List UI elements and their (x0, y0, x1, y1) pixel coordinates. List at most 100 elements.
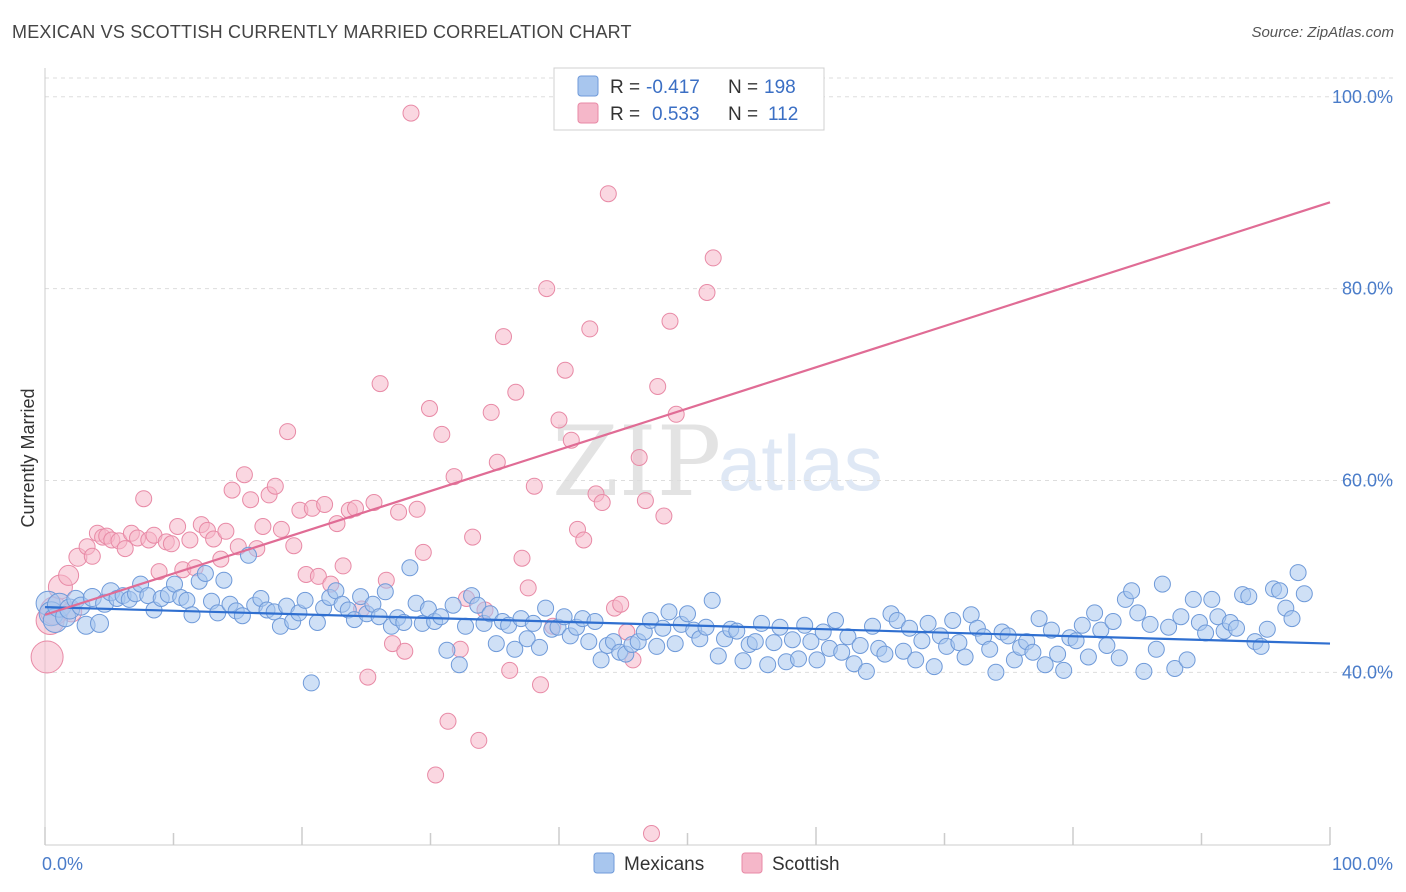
mexicans-point-157 (999, 627, 1017, 645)
scottish-point-102 (655, 507, 673, 525)
mexicans-point-27 (196, 565, 214, 582)
gridlines (45, 77, 1395, 673)
legend-pink-n-label: N = (728, 104, 758, 125)
chart-title: MEXICAN VS SCOTTISH CURRENTLY MARRIED CO… (12, 22, 632, 42)
scottish-point-63 (414, 543, 432, 561)
scottish-trend-line (44, 201, 1331, 616)
mexicans-trend-line (44, 606, 1331, 645)
mexicans-point-155 (987, 663, 1005, 681)
mexicans-point-71 (469, 596, 487, 614)
mexicans-point-203 (1283, 610, 1301, 628)
mexicans-point-161 (1024, 643, 1042, 661)
scottish-point-32 (223, 481, 241, 499)
mexicans-point-181 (1147, 640, 1165, 658)
mexicans-point-127 (814, 623, 832, 641)
scottish-point-110 (704, 249, 722, 267)
mexicans-point-142 (907, 651, 925, 669)
mexicans-point-82 (537, 599, 555, 617)
mexicans-point-25 (183, 606, 201, 624)
mexicans-point-194 (1228, 619, 1245, 637)
axes (44, 68, 1331, 846)
mexicans-point-123 (790, 650, 807, 668)
mexicans-point-140 (894, 642, 912, 660)
mexicans-point-52 (352, 588, 370, 606)
legend-pink-swatch (577, 102, 599, 124)
scottish-point-85 (550, 411, 568, 429)
mexicans-point-24 (178, 591, 196, 609)
mexicans-point-133 (851, 637, 869, 654)
scottish-point-98 (630, 449, 648, 466)
mexicans-point-145 (925, 658, 943, 676)
scottish-point-58 (384, 635, 401, 653)
mexicans-point-177 (1123, 582, 1141, 600)
mexicans-point-189 (1197, 624, 1215, 642)
scottish-point-109 (698, 284, 716, 301)
scottish-point-95 (612, 595, 630, 613)
scottish-point-93 (599, 185, 617, 203)
scottish-point-25 (181, 531, 199, 549)
mexicans-point-65 (432, 608, 450, 626)
mexicans-point-102 (660, 603, 678, 621)
scottish-point-76 (495, 328, 512, 346)
chart-source: Source: ZipAtlas.com (1251, 24, 1394, 41)
legend-blue-r-value: -0.417 (646, 77, 700, 98)
mexicans-point-141 (901, 619, 918, 637)
mexicans-point-174 (1104, 613, 1122, 630)
mexicans-point-110 (709, 647, 727, 665)
scottish-point-20 (150, 563, 168, 581)
mexicans-point-66 (438, 641, 456, 659)
y-tick-labels: 40.0% 60.0% 80.0% 100.0% (1332, 87, 1393, 683)
mexicans-point-196 (1240, 588, 1258, 606)
scottish-point-82 (532, 676, 549, 694)
scottish-point-37 (254, 518, 272, 535)
scottish-point-72 (470, 731, 488, 749)
mexicans-point-201 (1271, 582, 1289, 600)
bottom-legend-mexicans-swatch (593, 852, 615, 874)
scottish-point-77 (501, 661, 519, 679)
mexicans-point-56 (376, 583, 394, 601)
scottish-point-74 (482, 403, 500, 421)
mexicans-point-130 (833, 643, 851, 661)
mexicans-point-205 (1295, 585, 1313, 603)
mexicans-point-182 (1153, 575, 1171, 593)
scottish-point-34 (235, 466, 253, 484)
mexicans-point-175 (1110, 649, 1128, 667)
watermark-atlas: atlas (718, 419, 883, 507)
mexicans-point-119 (765, 634, 783, 652)
legend-box: R = -0.417 N = 198 R = 0.533 N = 112 (553, 67, 825, 131)
mexicans-point-132 (845, 655, 863, 673)
mexicans-point-43 (296, 591, 314, 609)
scottish-point-92 (593, 494, 611, 511)
scottish-point-50 (334, 557, 352, 575)
bottom-legend-scottish-label: Scottish (772, 854, 840, 875)
legend-blue-swatch (577, 75, 599, 97)
scottish-point-79 (513, 549, 531, 567)
scottish-point-56 (371, 375, 389, 393)
bottom-legend-mexicans-label: Mexicans (624, 854, 704, 875)
mexicans-point-173 (1098, 637, 1116, 654)
scottish-point-22 (162, 535, 180, 553)
mexicans-point-126 (808, 651, 826, 669)
scottish-point-39 (266, 477, 284, 495)
mexicans-point-134 (857, 662, 875, 680)
mexicans-point-179 (1135, 662, 1153, 680)
scottish-point-83 (538, 280, 556, 298)
legend-blue-n-value: 198 (764, 77, 796, 98)
scottish-point-59 (390, 503, 408, 521)
x-tick-labels: 0.0% 100.0% (42, 854, 1393, 874)
mexicans-point-166 (1055, 661, 1073, 679)
scottish-point-8 (83, 547, 101, 565)
mexicans-point-67 (444, 596, 462, 614)
scottish-point-42 (285, 537, 303, 555)
scottish-point-66 (433, 425, 451, 443)
legend-pink-r-value: 0.533 (652, 104, 700, 125)
y-axis-title: Currently Married (18, 388, 38, 527)
scottish-point-46 (309, 567, 327, 585)
mexicans-point-60 (401, 559, 419, 577)
mexicans-point-59 (395, 614, 413, 631)
mexicans-points (35, 546, 1313, 692)
mexicans-point-186 (1178, 651, 1196, 669)
scottish-point-99 (636, 492, 654, 510)
mexicans-point-137 (876, 645, 894, 663)
mexicans-point-80 (524, 614, 542, 632)
